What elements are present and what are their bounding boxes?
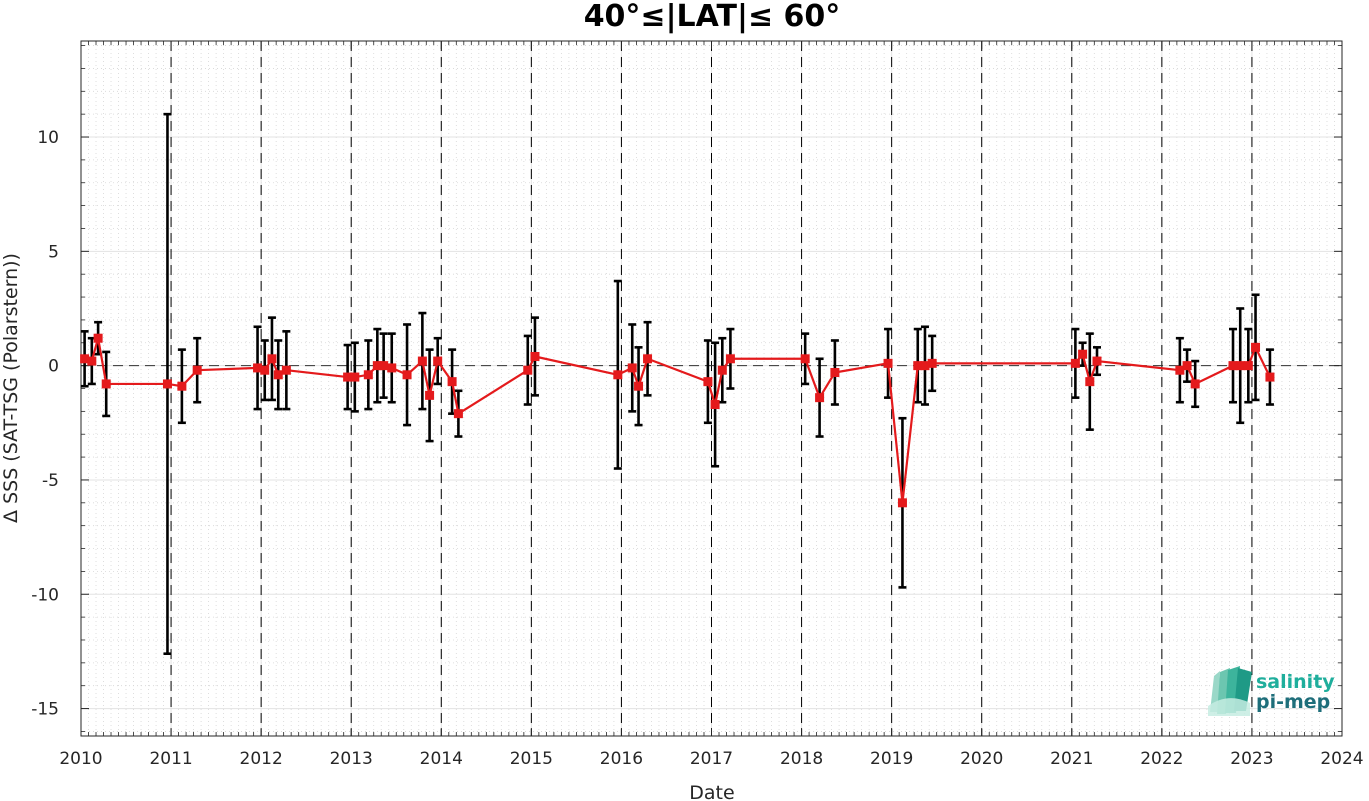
x-tick-label: 2019 xyxy=(870,749,913,769)
y-tick-label: 0 xyxy=(48,357,59,377)
data-point-marker xyxy=(725,354,735,364)
data-point-marker xyxy=(1243,361,1253,371)
data-point-marker xyxy=(101,379,111,389)
logo-line1: salinity xyxy=(1256,671,1335,693)
x-tick-label: 2016 xyxy=(600,749,643,769)
data-point-marker xyxy=(1085,377,1095,387)
data-point-marker xyxy=(1078,349,1088,359)
x-tick-label: 2021 xyxy=(1050,749,1093,769)
data-point-marker xyxy=(425,390,435,400)
data-point-marker xyxy=(1251,342,1261,352)
x-tick-label: 2011 xyxy=(149,749,192,769)
data-point-marker xyxy=(417,356,427,366)
data-point-marker xyxy=(1175,365,1185,375)
data-point-marker xyxy=(710,400,720,410)
data-point-marker xyxy=(433,356,443,366)
data-point-marker xyxy=(447,377,457,387)
x-tick-label: 2015 xyxy=(510,749,553,769)
logo-line2: pi-mep xyxy=(1256,691,1330,713)
y-tick-label: -15 xyxy=(31,700,59,720)
data-point-marker xyxy=(627,363,637,373)
data-point-marker xyxy=(717,365,727,375)
chart-title: 40°≤|LAT|≤ 60° xyxy=(584,0,841,34)
x-tick-label: 2012 xyxy=(240,749,283,769)
data-point-marker xyxy=(363,370,373,380)
data-point-marker xyxy=(177,381,187,391)
data-point-marker xyxy=(453,409,463,419)
x-tick-label: 2022 xyxy=(1140,749,1183,769)
data-point-marker xyxy=(643,354,653,364)
data-point-marker xyxy=(883,358,893,368)
data-point-marker xyxy=(93,333,103,343)
data-point-marker xyxy=(815,393,825,403)
data-point-marker xyxy=(379,361,389,371)
x-tick-label: 2020 xyxy=(960,749,1003,769)
data-point-marker xyxy=(387,363,397,373)
y-tick-label: -10 xyxy=(31,585,59,605)
y-tick-label: 10 xyxy=(37,128,59,148)
x-tick-label: 2018 xyxy=(780,749,823,769)
y-axis-label: Δ SSS (SAT-TSG (Polarstern)) xyxy=(0,253,22,523)
data-point-marker xyxy=(162,379,172,389)
axes-layer xyxy=(80,40,1343,737)
x-tick-label: 2014 xyxy=(420,749,463,769)
data-point-marker xyxy=(1070,358,1080,368)
data-point-marker xyxy=(1190,379,1200,389)
y-tick-label: -5 xyxy=(42,471,59,491)
data-point-marker xyxy=(1235,361,1245,371)
x-tick-label: 2024 xyxy=(1320,749,1363,769)
data-point-marker xyxy=(1265,372,1275,382)
data-point-marker xyxy=(613,370,623,380)
tick-label-layer: 2010 2011 2012 2013 2014 2015 2016 2017 2018 2019… xyxy=(31,128,1363,769)
data-point-marker xyxy=(1182,361,1192,371)
data-point-marker xyxy=(800,354,810,364)
data-point-marker xyxy=(830,367,840,377)
x-tick-label: 2023 xyxy=(1230,749,1273,769)
y-tick-label: 5 xyxy=(48,242,59,262)
data-point-marker xyxy=(703,377,713,387)
wave-logo-icon xyxy=(1208,666,1252,716)
data-point-marker xyxy=(267,354,277,364)
data-point-marker xyxy=(87,356,97,366)
salinity-pi-mep-logo: salinity pi-mep xyxy=(1208,666,1335,716)
data-point-marker xyxy=(927,358,937,368)
data-point-marker xyxy=(273,370,283,380)
data-point-marker xyxy=(281,365,291,375)
series-layer xyxy=(80,333,1275,508)
data-point-marker xyxy=(402,370,412,380)
x-axis-label: Date xyxy=(689,782,734,801)
data-point-marker xyxy=(523,365,533,375)
data-point-marker xyxy=(260,365,270,375)
data-point-marker xyxy=(897,498,907,508)
data-point-marker xyxy=(1092,356,1102,366)
data-point-marker xyxy=(530,351,540,361)
x-tick-label: 2017 xyxy=(690,749,733,769)
data-point-marker xyxy=(350,372,360,382)
data-point-marker xyxy=(634,381,644,391)
x-tick-label: 2013 xyxy=(330,749,373,769)
x-tick-label: 2010 xyxy=(59,749,102,769)
data-point-marker xyxy=(192,365,202,375)
